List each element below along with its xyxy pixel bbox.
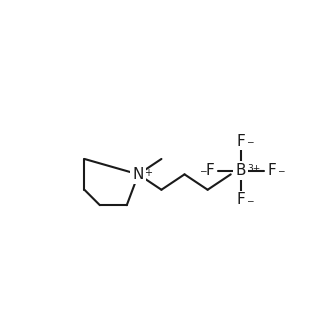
- Text: −: −: [246, 196, 254, 205]
- Text: F: F: [236, 192, 245, 207]
- Text: +: +: [145, 168, 152, 178]
- Text: B: B: [236, 163, 246, 178]
- Text: 3+: 3+: [247, 164, 260, 173]
- Text: −: −: [199, 167, 207, 176]
- Text: F: F: [267, 163, 276, 178]
- Text: F: F: [236, 134, 245, 149]
- Text: F: F: [206, 163, 214, 178]
- Text: −: −: [277, 167, 284, 176]
- Text: −: −: [246, 137, 254, 147]
- Text: N: N: [133, 167, 144, 182]
